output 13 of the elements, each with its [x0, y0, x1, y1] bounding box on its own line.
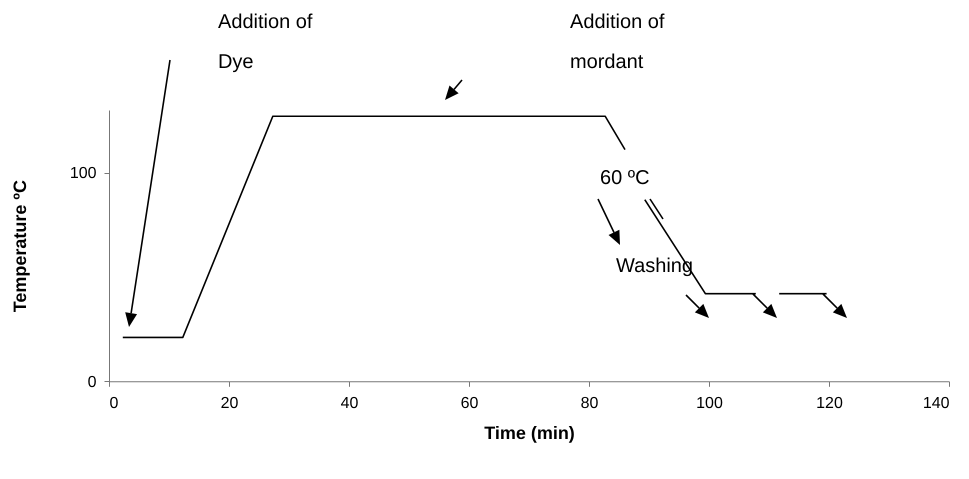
x-tick-label: 80: [580, 394, 598, 412]
x-tick-label: 100: [696, 394, 723, 412]
x-tick-label: 0: [110, 394, 118, 412]
x-axis-title: Time (min): [484, 422, 575, 443]
x-tick-label: 60: [460, 394, 478, 412]
annotation: 60 ºC: [600, 167, 650, 189]
y-axis-title: Temperature ºC: [10, 180, 30, 312]
x-tick-label: 140: [922, 394, 950, 412]
x-tick-label: 40: [340, 394, 358, 412]
text: Addition of mordant: [570, 11, 665, 73]
x-tick-label: 20: [220, 394, 238, 412]
text: Addition of Dye: [218, 11, 313, 73]
x-tick-label: 120: [816, 394, 843, 412]
